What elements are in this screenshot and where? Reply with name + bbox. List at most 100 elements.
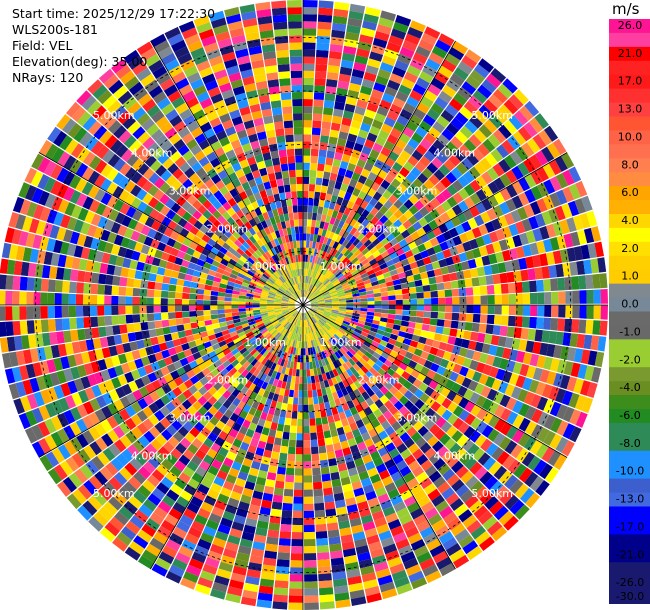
ray-gate [326,79,338,88]
ray-gate [197,395,208,406]
ray-gate [259,396,268,405]
ray-gate [445,171,458,184]
ray-gate [247,287,255,292]
ray-gate [340,213,348,223]
ray-gate [231,379,241,389]
ray-gate [388,151,400,162]
ray-gate [361,218,370,228]
ray-gate [408,384,419,395]
ray-gate [101,252,111,264]
ray-gate [242,325,251,332]
ray-gate [0,306,6,321]
ray-gate [270,362,277,371]
ray-gate [511,429,525,444]
ray-gate [474,109,488,124]
ray-gate [402,293,410,300]
ray-gate [303,226,307,234]
ray-gate [18,365,29,381]
ray-gate [321,416,329,425]
ray-gate [334,420,343,429]
ray-gate [329,465,339,474]
ray-gate [230,139,242,150]
ray-gate [318,445,327,454]
ray-gate [343,147,353,156]
ray-gate [389,350,399,359]
ray-gate [353,249,362,257]
ray-gate [113,491,128,506]
ray-gate [167,90,182,103]
ray-gate [444,53,461,67]
ray-gate [215,420,226,431]
ray-gate [413,514,428,526]
ray-gate [305,319,308,327]
ray-gate [347,575,362,586]
ray-gate [266,308,275,311]
ray-gate [170,179,182,191]
ray-gate [529,292,538,304]
ray-gate [401,288,410,295]
ray-gate [292,284,297,292]
ray-gate [110,244,121,256]
ray-gate [227,246,237,255]
ray-gate [158,342,168,352]
ray-gate [271,0,287,9]
ray-gate [348,348,357,356]
ray-gate [354,106,366,116]
ray-gate [266,258,274,266]
ray-gate [501,226,513,239]
ray-gate [291,375,296,384]
ray-gate [309,240,313,249]
ray-gate [86,224,98,237]
ray-gate [351,315,360,320]
ray-gate [169,230,180,241]
ray-gate [536,317,544,330]
ray-gate [286,331,292,339]
ray-gate [307,212,313,220]
ray-gate [311,305,319,307]
ray-gate [472,313,481,323]
ray-gate [316,330,322,338]
ray-gate [314,256,319,264]
ray-gate [384,86,398,97]
ray-gate [543,414,556,430]
ray-gate [465,287,474,296]
ray-gate [96,145,110,159]
ray-gate [580,380,591,396]
ray-gate [355,241,364,250]
ray-gate [564,318,573,333]
ray-gate [222,548,237,559]
ray-gate [335,359,342,367]
ray-gate [262,349,270,358]
ray-gate [579,212,591,229]
ray-gate [318,257,324,266]
ray-gate [380,317,388,323]
ray-gate [239,441,250,452]
ray-gate [360,27,376,38]
ray-gate [260,37,275,46]
ray-gate [428,126,441,139]
ray-gate [504,494,520,510]
ray-gate [113,265,123,277]
ray-gate [301,290,303,297]
ray-gate [492,88,508,104]
ray-gate [252,309,261,313]
ray-gate [282,106,293,115]
ray-gate [285,314,292,320]
ray-gate [317,320,324,327]
ray-gate [148,273,157,282]
ray-gate [233,514,246,525]
ray-gate [398,214,408,224]
ray-gate [292,404,298,412]
ray-gate [260,312,268,317]
ray-gate [569,426,582,443]
ray-gate [76,147,90,162]
ray-gate [382,189,393,200]
ray-gate [170,202,181,213]
ray-gate [245,305,253,308]
ray-gate [478,224,489,236]
ray-gate [50,164,63,180]
ray-gate [544,305,552,317]
ray-gate [207,465,220,476]
ray-gate [404,71,418,84]
ray-gate [292,340,296,348]
